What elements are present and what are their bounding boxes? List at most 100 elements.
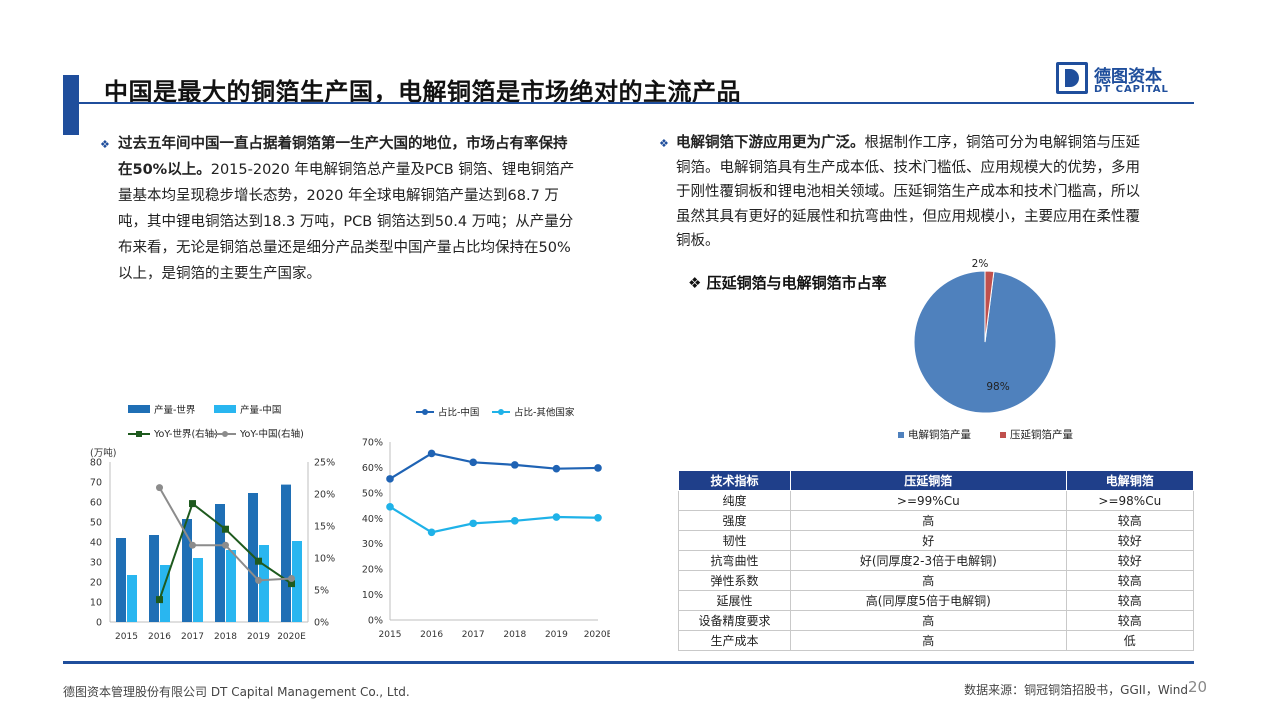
yoy-point-world	[288, 580, 295, 588]
y-tick-label: 20	[90, 578, 102, 589]
plot-area: 0 10 20 30 40 50 60 70 80 0% 5% 10% 15% 20% 25% 2015 201…	[90, 458, 335, 643]
logo-mark-icon	[1056, 62, 1088, 94]
company-name: 德图资本管理股份有限公司 DT Capital Management Co., …	[63, 685, 410, 699]
y2-tick-label: 5%	[314, 586, 329, 597]
legend-label: 压延铜箔产量	[1010, 428, 1073, 441]
pie-data-label: 2%	[972, 258, 989, 270]
table-cell: 设备精度要求	[678, 610, 791, 631]
table-header-cell: 技术指标	[678, 470, 791, 491]
legend-swatch	[128, 405, 150, 413]
bar-china	[259, 545, 269, 622]
bar-world	[182, 519, 192, 622]
table-cell: >=99%Cu	[790, 490, 1067, 511]
table-row: 弹性系数高较高	[678, 570, 1195, 591]
share-point	[427, 528, 436, 537]
table-row: 强度高较高	[678, 510, 1195, 531]
logo-chinese-name: 德图资本	[1094, 67, 1162, 87]
y-tick-label: 60	[90, 498, 102, 509]
table-row: 延展性 高(同厚度5倍于电解铜) 较高	[678, 590, 1195, 611]
share-point	[469, 519, 477, 528]
x-tick-label: 2019	[247, 632, 270, 642]
legend-marker	[136, 431, 142, 437]
share-point	[594, 464, 602, 472]
table-cell: 低	[1065, 630, 1195, 651]
share-point	[469, 458, 477, 467]
x-tick-label: 2015	[379, 630, 402, 640]
x-tick-label: 2019	[545, 630, 568, 640]
y-tick-label: 50%	[362, 488, 383, 499]
y-tick-label: 70%	[362, 438, 383, 449]
bar-world	[116, 538, 126, 622]
y2-tick-label: 10%	[314, 554, 335, 565]
table-row: 生产成本高低	[678, 630, 1195, 651]
legend-swatch	[214, 405, 236, 413]
production-paragraph: 过去五年间中国一直占据着铜箔第一生产大国的地位，市场占有率保持在50%以上。20…	[118, 131, 580, 287]
y-axis-unit: (万吨)	[90, 447, 116, 459]
table-cell: 高	[790, 630, 1067, 651]
legend-label: 占比-中国	[438, 407, 479, 419]
table-cell: 生产成本	[678, 630, 791, 651]
y-tick-label: 0%	[368, 616, 383, 627]
chart-legend: 占比-中国 占比-其他国家	[416, 407, 575, 419]
legend-marker	[498, 409, 504, 415]
x-tick-label: 2016	[148, 632, 171, 642]
bar-china	[193, 558, 203, 622]
table-cell: 好	[790, 530, 1067, 551]
footer-divider	[63, 661, 1194, 664]
yoy-line-china	[158, 487, 292, 582]
y-tick-label: 70	[90, 478, 102, 489]
paragraph-lead: 电解铜箔下游应用更为广泛。	[676, 135, 865, 151]
table-row: 纯度 >=99%Cu >=98%Cu	[678, 490, 1195, 511]
share-point	[386, 475, 394, 483]
paragraph-body: 2015-2020 年电解铜箔总产量及PCB 铜箔、锂电铜箔产量基本均呈现稳步增…	[118, 162, 575, 282]
y-tick-label: 80	[90, 458, 102, 469]
share-point	[552, 513, 561, 521]
company-logo: 德图资本 DT CAPITAL	[1056, 62, 1196, 98]
share-chart: 占比-中国 占比-其他国家 0% 10% 20% 30% 40% 50% 60% 70% 2015…	[362, 407, 610, 641]
x-tick-label: 2018	[503, 630, 526, 640]
legend-marker	[422, 409, 428, 415]
share-point	[386, 503, 394, 511]
y-tick-label: 20%	[362, 565, 383, 576]
table-cell: 较高	[1065, 590, 1195, 611]
legend-swatch	[1000, 432, 1006, 438]
y-tick-label: 40	[90, 538, 102, 549]
paragraph-lead: 过去五年间中国一直占据着铜箔第一生产大国的地位，市场占有率保持在50%以上。	[118, 136, 568, 178]
yoy-point-china	[156, 484, 163, 492]
y2-tick-label: 0%	[314, 618, 329, 629]
share-point	[511, 461, 519, 469]
legend-label: 产量-中国	[240, 404, 281, 416]
bar-china	[292, 541, 302, 622]
x-tick-label: 2020E	[277, 632, 306, 642]
bar-world	[281, 484, 291, 622]
yoy-point-world	[255, 557, 262, 565]
yoy-point-china	[189, 541, 196, 549]
title-accent-bar	[63, 75, 79, 135]
yoy-point-world	[222, 525, 229, 533]
bar-world	[215, 504, 225, 622]
table-body: 纯度 >=99%Cu >=98%Cu 强度高较高 韧性好较好 抗弯曲性 好(同厚度2-3倍于…	[678, 490, 1195, 651]
share-point	[427, 449, 436, 458]
legend-label: YoY-世界(右轴)	[153, 428, 218, 440]
legend-marker	[222, 431, 228, 437]
bullet-icon: ❖	[100, 138, 110, 151]
x-tick-label: 2016	[420, 630, 443, 640]
table-header-cell: 压延铜箔	[790, 470, 1067, 491]
y-tick-label: 40%	[362, 514, 383, 525]
plot-area: 0% 10% 20% 30% 40% 50% 60% 70% 2015 2016 2017 2018 2…	[362, 438, 610, 641]
application-paragraph: 电解铜箔下游应用更为广泛。根据制作工序，铜箔可分为电解铜箔与压延铜箔。电解铜箔具…	[676, 131, 1152, 254]
legend-label: 产量-世界	[154, 404, 196, 416]
yoy-point-world	[189, 500, 196, 508]
pie-area: 98% 2% 电解铜箔产量 压延铜箔产量	[898, 258, 1073, 441]
table-cell: 纯度	[678, 490, 791, 511]
table-cell: 较高	[1065, 610, 1195, 631]
legend-label: YoY-中国(右轴)	[239, 428, 304, 440]
data-source: 数据来源：铜冠铜箔招股书，GGII，Wind	[964, 683, 1188, 697]
spec-comparison-table: 技术指标 压延铜箔 电解铜箔 纯度 >=99%Cu >=98%Cu 强度高较高 韧性好较好抗…	[678, 470, 1195, 651]
legend-label: 电解铜箔产量	[908, 428, 971, 441]
y2-tick-label: 15%	[314, 522, 335, 533]
bar-china	[127, 575, 137, 622]
y2-tick-label: 20%	[314, 490, 335, 501]
table-cell: 高	[790, 570, 1067, 591]
table-cell: 较好	[1065, 550, 1195, 571]
